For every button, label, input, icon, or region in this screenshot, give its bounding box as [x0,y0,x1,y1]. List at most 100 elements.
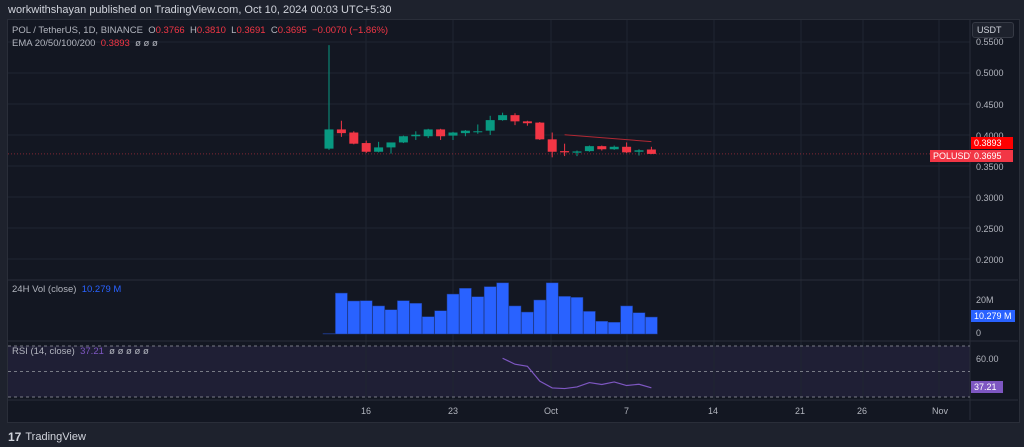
ema-legend[interactable]: EMA 20/50/100/200 0.3893 ø ø ø [12,38,158,49]
volume-tick: 0 [976,328,982,338]
volume-tick: 20M [976,295,994,305]
volume-bar [496,282,509,335]
volume-bar [620,305,633,335]
candle-up [386,142,396,148]
tradingview-logo[interactable]: 17 TradingView [8,430,86,444]
price-tick: 0.2000 [976,255,1004,265]
volume-bar [459,288,472,335]
candle-up [374,147,384,152]
time-label: 21 [795,406,806,416]
low-value: 0.3691 [236,25,266,36]
volume-bar [397,300,410,335]
ema-others: ø ø ø [135,38,158,49]
rsi-label: RSI (14, close) [12,346,75,357]
candle-down [597,146,607,150]
volume-bar [570,297,584,335]
candle-up [498,115,508,121]
volume-bar [421,316,435,335]
currency-button[interactable]: USDT [972,22,1014,38]
volume-bar [483,286,497,335]
volume-bar [409,303,423,335]
candle-up [473,131,483,133]
candle-up [584,146,594,152]
volume-bar [595,321,609,335]
ema-price-tag: 0.3893 [971,137,1013,149]
price-tick: 0.3500 [976,162,1004,172]
time-label: 14 [708,406,719,416]
time-label: 26 [857,406,868,416]
close-label: C [270,25,278,36]
change-value: −0.0070 (−1.86%) [312,25,389,36]
price-tick: 0.4500 [976,100,1004,110]
time-label: 7 [624,406,630,416]
price-tick: 0.2500 [976,224,1004,234]
price-tick: 0.4000 [976,131,1004,141]
candle-down [510,115,520,122]
high-value: 0.3810 [196,25,226,36]
rsi-value: 37.21 [80,346,104,357]
volume-bar [533,299,547,335]
volume-label: 24H Vol (close) [12,284,77,295]
candle-down [336,129,346,134]
time-label: 16 [361,406,372,416]
volume-bar [384,309,398,335]
candle-down [436,129,446,137]
candle-down [361,143,371,152]
volume-bar [359,300,373,335]
candle-up [634,150,644,152]
candle-down [349,132,359,144]
volume-legend[interactable]: 24H Vol (close) 10.279 M [12,284,121,295]
price-tick: 0.5500 [976,37,1004,47]
candle-down [535,122,545,140]
symbol-title[interactable]: POL / TetherUS, 1D, BINANCE [12,25,143,36]
time-label: 23 [448,406,459,416]
candle-down [522,121,532,124]
price-tick: 0.5000 [976,68,1004,78]
volume-last-tag: 10.279 M [971,310,1015,322]
open-label: O [148,25,156,36]
candle-down [622,146,632,153]
time-label: Oct [544,406,559,416]
candle-up [324,129,334,149]
rsi-others: ø ø ø ø ø [109,346,149,357]
volume-bar [446,293,460,335]
volume-bar [347,300,361,335]
candle-down [547,139,557,152]
candle-up [411,134,421,137]
ema-label: EMA 20/50/100/200 [12,38,96,49]
ema-trendline [564,134,652,143]
ema-value: 0.3893 [100,38,130,49]
rsi-last-tag: 37.21 [971,381,1003,393]
last-price-tag: 0.3695 [971,150,1013,162]
rsi-legend[interactable]: RSI (14, close) 37.21 ø ø ø ø ø [12,346,149,357]
volume-bar [434,310,447,335]
volume-bar [545,282,559,335]
volume-bar [645,316,658,335]
candle-down [560,151,570,153]
volume-bar [583,311,596,335]
candle-up [460,130,470,134]
low-label: L [231,25,237,36]
high-label: H [189,25,197,36]
close-value: 0.3695 [277,25,307,36]
volume-bar [508,305,522,335]
symbol-tag: POLUSDT [930,150,979,162]
candle-up [398,136,408,143]
brand-name: TradingView [25,431,86,443]
candle-up [609,146,619,150]
volume-value: 10.279 M [81,284,122,295]
rsi-line [502,357,652,390]
volume-bar [632,312,646,335]
candle-up [485,120,495,131]
time-label: Nov [932,406,949,416]
volume-bar [521,311,534,335]
tradingview-logo-icon: 17 [8,430,22,444]
candle-up [572,151,582,153]
volume-bar [335,292,348,335]
candle-up [423,129,433,137]
rsi-tick: 60.00 [976,354,999,364]
volume-bar [471,296,485,335]
candle-down [646,149,656,154]
volume-bar [607,322,621,335]
